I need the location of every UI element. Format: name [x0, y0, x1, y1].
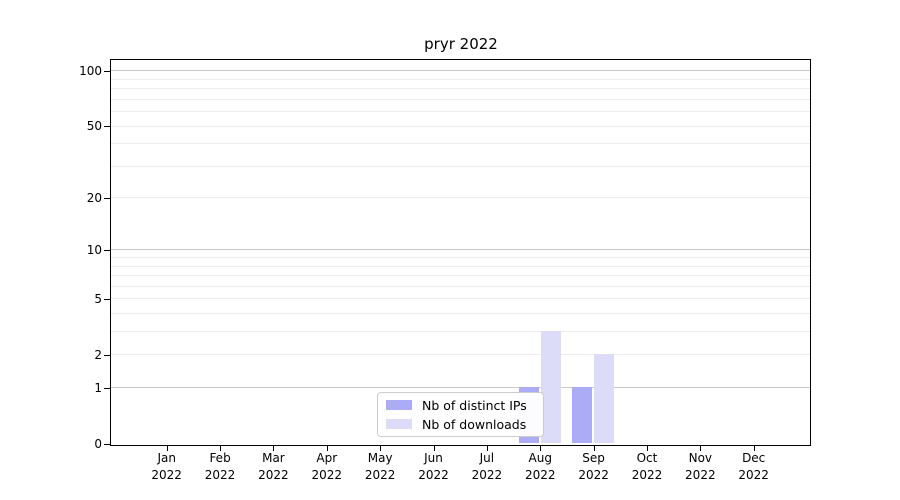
gridline-minor [111, 165, 810, 167]
legend-swatch-downloads [386, 419, 412, 429]
y-tick-mark [104, 71, 111, 73]
x-tick-mark [700, 446, 702, 451]
chart-title: pryr 2022 [424, 35, 498, 53]
x-tick-mark [326, 446, 328, 451]
y-axis-tick-label: 10 [86, 243, 102, 258]
bar-downloads [540, 331, 561, 443]
y-axis-tick-label: 1 [94, 380, 102, 395]
x-axis-tick-label: Aug 2022 [524, 451, 556, 482]
y-axis-tick-label: 100 [79, 64, 102, 79]
bar-downloads [593, 354, 614, 443]
gridline-major [111, 387, 810, 389]
gridline-minor [111, 298, 810, 300]
x-axis-tick-label: May 2022 [364, 451, 396, 482]
x-axis-tick-label: Apr 2022 [311, 451, 343, 482]
legend-label-downloads: Nb of downloads [422, 416, 527, 432]
x-tick-mark [273, 446, 275, 451]
legend-item-distinct-ips: Nb of distinct IPs [386, 396, 535, 414]
gridline-minor [111, 331, 810, 333]
gridline-minor [111, 143, 810, 145]
x-tick-mark [753, 446, 755, 451]
gridline-major [111, 70, 810, 72]
gridline-minor [111, 313, 810, 315]
legend: Nb of distinct IPs Nb of downloads [377, 392, 544, 437]
x-tick-mark [433, 446, 435, 451]
plot-area [110, 59, 811, 446]
x-axis-tick-label: Feb 2022 [204, 451, 236, 482]
x-axis-tick-label: Jul 2022 [471, 451, 503, 482]
y-tick-mark [104, 299, 111, 301]
x-axis-tick-label: Sep 2022 [578, 451, 609, 482]
gridline-minor [111, 354, 810, 356]
y-axis-tick-label: 2 [94, 348, 102, 363]
gridline-minor [111, 78, 810, 80]
gridline-minor [111, 197, 810, 199]
y-axis-tick-label: 20 [86, 190, 102, 205]
x-axis-tick-label: Oct 2022 [631, 451, 663, 482]
legend-item-downloads: Nb of downloads [386, 415, 535, 433]
y-tick-mark [104, 355, 111, 357]
y-axis-tick-label: 0 [94, 436, 102, 451]
legend-swatch-distinct-ips [386, 400, 412, 410]
y-tick-mark [104, 387, 111, 389]
gridline-minor [111, 125, 810, 127]
y-tick-mark [104, 126, 111, 128]
y-tick-mark [104, 197, 111, 199]
gridline-minor [111, 111, 810, 113]
y-axis-tick-label: 50 [86, 119, 102, 134]
gridline-minor [111, 275, 810, 277]
gridline-minor [111, 98, 810, 100]
x-tick-mark [593, 446, 595, 451]
x-tick-mark [646, 446, 648, 451]
gridline-minor [111, 265, 810, 267]
legend-label-distinct-ips: Nb of distinct IPs [422, 397, 527, 413]
x-tick-mark [220, 446, 222, 451]
y-axis-tick-label: 5 [94, 292, 102, 307]
x-tick-mark [380, 446, 382, 451]
x-tick-mark [486, 446, 488, 451]
gridline-minor [111, 285, 810, 287]
gridline-major [111, 249, 810, 251]
x-tick-mark [166, 446, 168, 451]
gridline-minor [111, 257, 810, 259]
x-axis-tick-label: Jan 2022 [151, 451, 182, 482]
x-axis-tick-label: Mar 2022 [258, 451, 289, 482]
y-tick-mark [104, 250, 111, 252]
y-tick-mark [104, 443, 111, 445]
x-axis-tick-label: Nov 2022 [685, 451, 716, 482]
gridline-minor [111, 88, 810, 90]
x-tick-mark [540, 446, 542, 451]
x-axis-tick-label: Jun 2022 [418, 451, 449, 482]
bar-distinct-ips [571, 387, 592, 443]
x-axis-tick-label: Dec 2022 [738, 451, 769, 482]
